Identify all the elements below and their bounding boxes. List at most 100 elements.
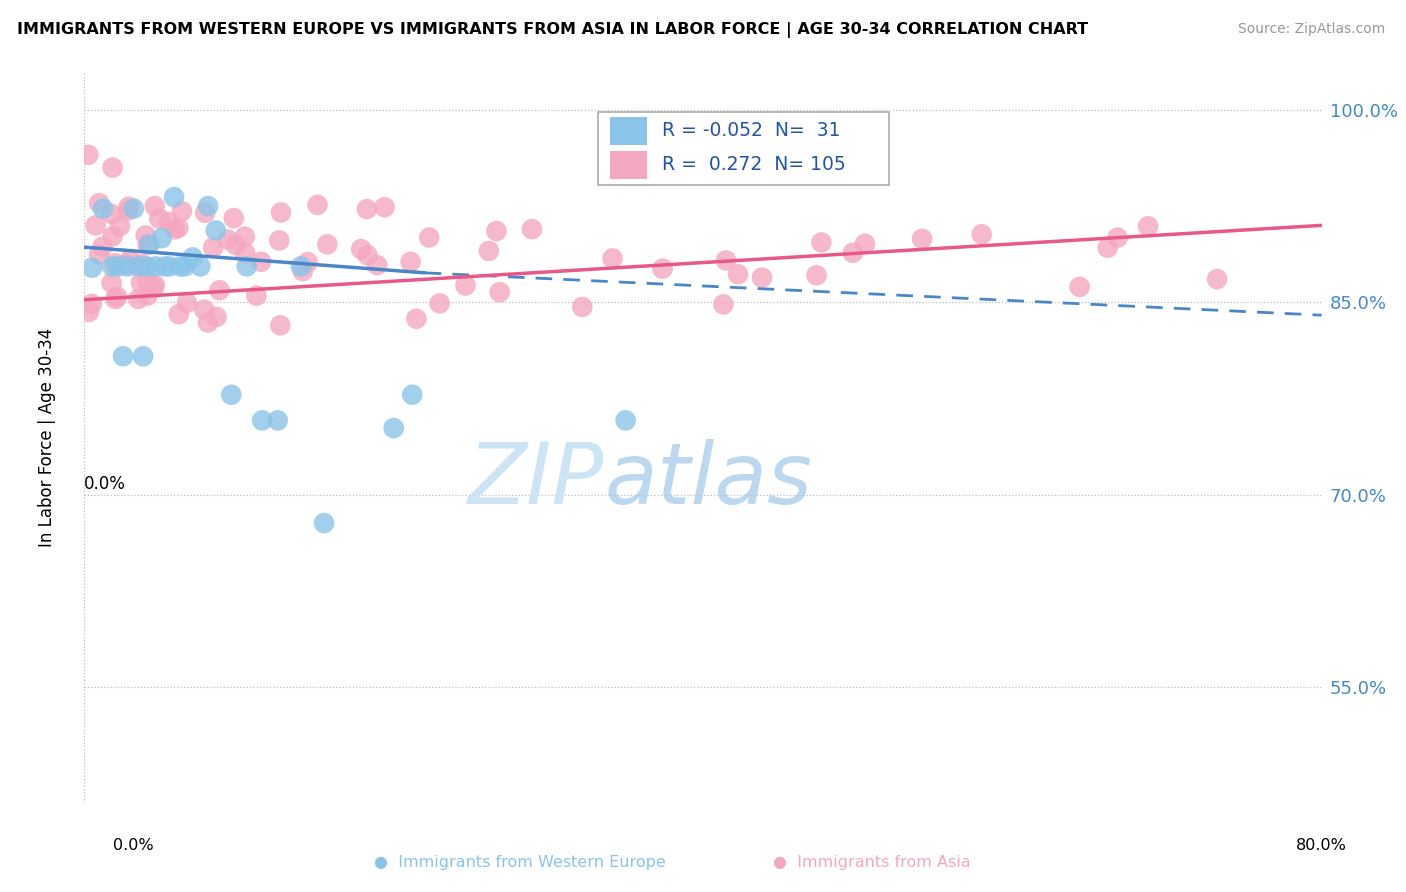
Text: Source: ZipAtlas.com: Source: ZipAtlas.com xyxy=(1237,22,1385,37)
Point xyxy=(714,253,737,268)
Point xyxy=(167,220,190,235)
Point xyxy=(267,413,290,427)
Point xyxy=(219,388,242,402)
Point xyxy=(101,161,124,175)
Point xyxy=(485,224,508,238)
Point xyxy=(374,200,396,214)
Point xyxy=(405,311,427,326)
Point xyxy=(181,251,204,265)
Point xyxy=(194,206,217,220)
Point xyxy=(84,219,107,233)
Point xyxy=(205,223,228,237)
Point xyxy=(208,283,231,297)
Point xyxy=(118,200,141,214)
Point xyxy=(297,255,319,269)
Point xyxy=(1069,280,1091,294)
Point xyxy=(136,288,159,302)
Text: 0.0%: 0.0% xyxy=(84,475,127,493)
Point xyxy=(520,222,543,236)
Point xyxy=(614,413,637,427)
Text: ●  Immigrants from Asia: ● Immigrants from Asia xyxy=(773,855,970,870)
Point xyxy=(104,256,127,270)
Point xyxy=(89,196,111,211)
Text: atlas: atlas xyxy=(605,440,813,523)
Point xyxy=(269,234,291,248)
Point xyxy=(399,255,422,269)
Point xyxy=(80,297,103,311)
Point xyxy=(114,257,136,271)
Point xyxy=(713,297,735,311)
Point xyxy=(176,296,198,310)
FancyBboxPatch shape xyxy=(598,112,889,185)
Point xyxy=(806,268,828,283)
Point xyxy=(82,260,104,275)
Point xyxy=(145,260,167,274)
Point xyxy=(571,300,593,314)
Point xyxy=(197,199,219,213)
Point xyxy=(602,252,624,266)
Text: 0.0%: 0.0% xyxy=(114,838,153,854)
Point xyxy=(429,296,451,310)
Point xyxy=(150,231,173,245)
Point xyxy=(350,242,373,256)
Point xyxy=(132,349,155,363)
FancyBboxPatch shape xyxy=(610,117,647,145)
Point xyxy=(107,260,129,274)
Point xyxy=(91,202,114,216)
Text: In Labor Force | Age 30-34: In Labor Force | Age 30-34 xyxy=(38,327,56,547)
Point xyxy=(202,241,225,255)
Point xyxy=(454,278,477,293)
Point xyxy=(233,246,256,260)
Point xyxy=(366,258,388,272)
Point xyxy=(217,233,239,247)
Point xyxy=(1137,219,1160,234)
Point xyxy=(269,318,291,333)
Point xyxy=(129,276,152,290)
Point xyxy=(911,232,934,246)
Point xyxy=(316,237,339,252)
Point xyxy=(401,388,423,402)
Point xyxy=(142,281,165,295)
Point xyxy=(105,289,128,303)
Point xyxy=(91,240,114,254)
Point xyxy=(135,260,157,274)
Point xyxy=(197,316,219,330)
Point xyxy=(112,349,135,363)
Point xyxy=(87,247,110,261)
Point xyxy=(120,252,142,267)
Point xyxy=(478,244,501,258)
Point xyxy=(159,260,180,274)
Point xyxy=(188,260,211,274)
Point xyxy=(143,277,166,292)
Point xyxy=(138,237,160,252)
Point xyxy=(312,516,335,530)
Point xyxy=(270,205,292,219)
Point xyxy=(170,204,193,219)
Text: ZIP: ZIP xyxy=(468,440,605,523)
Point xyxy=(727,267,749,281)
FancyBboxPatch shape xyxy=(610,151,647,179)
Point xyxy=(167,307,190,321)
Point xyxy=(235,260,259,274)
Text: 80.0%: 80.0% xyxy=(1296,838,1347,854)
Point xyxy=(1097,241,1119,255)
Point xyxy=(100,276,122,290)
Point xyxy=(157,215,180,229)
Point xyxy=(169,260,191,274)
Point xyxy=(382,421,405,435)
Point xyxy=(193,302,215,317)
Point xyxy=(136,274,159,288)
Text: R = -0.052  N=  31: R = -0.052 N= 31 xyxy=(662,121,841,140)
Point xyxy=(250,255,273,269)
Point xyxy=(117,203,139,218)
Point xyxy=(356,202,378,216)
Point xyxy=(174,260,197,274)
Point xyxy=(651,261,673,276)
Point xyxy=(127,292,149,306)
Point xyxy=(418,230,440,244)
Point xyxy=(225,238,247,252)
Point xyxy=(163,222,186,236)
Point xyxy=(148,211,170,226)
Point xyxy=(233,229,256,244)
Text: R =  0.272  N= 105: R = 0.272 N= 105 xyxy=(662,155,846,175)
